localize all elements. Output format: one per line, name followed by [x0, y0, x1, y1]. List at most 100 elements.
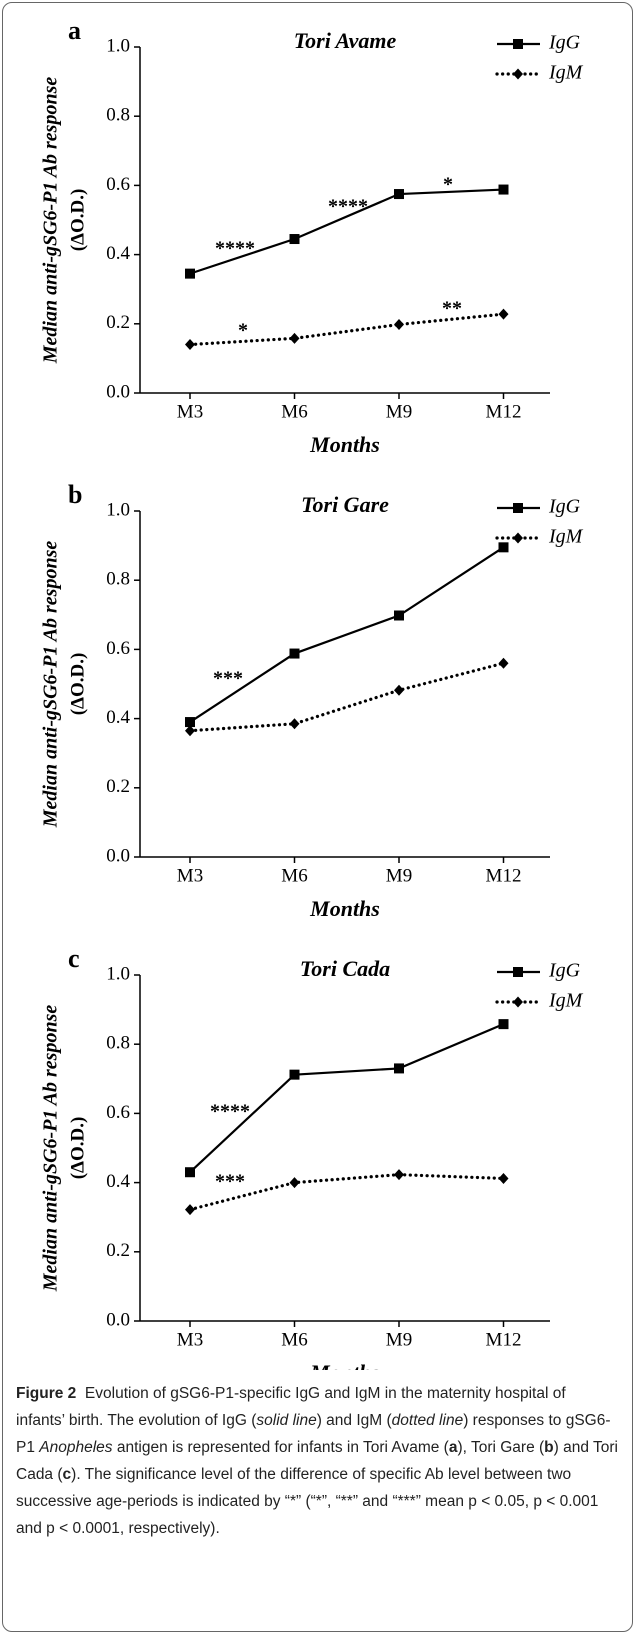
y-tick-label: 0.8: [106, 569, 130, 590]
marker: [185, 717, 195, 728]
series-line: [189, 188, 504, 275]
legend-marker: [513, 68, 523, 80]
marker: [394, 610, 404, 621]
y-tick-label: 0.0: [106, 845, 130, 866]
marker: [185, 268, 195, 279]
y-axis-label: Median anti-gSG6-P1 Ab response: [40, 541, 62, 829]
y-tick-label: 0.0: [106, 381, 130, 402]
caption-text: antigen is represented for infants in To…: [112, 1439, 449, 1456]
marker: [289, 718, 300, 730]
series-line: [188, 661, 506, 733]
series-line: [188, 312, 506, 347]
legend-label: IgG: [548, 960, 581, 982]
marker: [289, 332, 300, 344]
marker: [498, 657, 509, 669]
marker: [185, 1167, 195, 1178]
legend-marker: [513, 39, 523, 49]
y-tick-label: 0.4: [106, 1171, 130, 1192]
y-tick-label: 0.2: [106, 312, 130, 333]
legend-marker: [513, 503, 523, 513]
x-axis-label: Months: [309, 896, 380, 921]
y-tick-label: 0.4: [106, 707, 130, 728]
y-tick-label: 1.0: [106, 963, 130, 984]
y-tick-label: 0.4: [106, 243, 130, 264]
chart-title: Tori Cada: [300, 956, 390, 981]
significance-annotation: ****: [328, 196, 368, 218]
x-tick-label: M12: [486, 1329, 522, 1350]
y-axis-label: Median anti-gSG6-P1 Ab response: [40, 77, 62, 365]
caption-text: b: [544, 1439, 554, 1456]
significance-annotation: ***: [213, 668, 243, 690]
x-tick-label: M3: [177, 865, 203, 886]
x-tick-label: M12: [486, 401, 522, 422]
caption-text: ) and IgM (: [316, 1412, 392, 1429]
marker: [498, 1172, 509, 1184]
x-tick-label: M12: [486, 865, 522, 886]
x-tick-label: M6: [281, 865, 307, 886]
significance-annotation: **: [442, 298, 462, 320]
x-axis-label: Months: [309, 432, 380, 457]
caption-text: ) and Tori Cada (: [16, 1439, 618, 1483]
legend-label: IgM: [548, 526, 584, 548]
caption-text: solid line: [256, 1412, 317, 1429]
legend-label: IgM: [548, 990, 584, 1012]
x-tick-label: M9: [386, 865, 412, 886]
legend-marker: [513, 967, 523, 977]
marker: [394, 1169, 404, 1181]
x-tick-label: M3: [177, 1329, 203, 1350]
significance-annotation: *: [238, 320, 248, 342]
y-tick-label: 0.0: [106, 1309, 130, 1330]
marker: [498, 1019, 509, 1030]
x-tick-label: M9: [386, 401, 412, 422]
chart-title: Tori Avame: [294, 28, 397, 53]
y-axis-label: (ΔO.D.): [67, 189, 88, 252]
marker: [289, 1177, 300, 1189]
series-line: [189, 546, 505, 723]
marker: [289, 234, 300, 245]
legend-marker: [513, 532, 523, 544]
y-tick-label: 0.6: [106, 174, 130, 195]
panel-letter: b: [68, 480, 82, 509]
significance-annotation: ****: [215, 238, 255, 260]
chart-title: Tori Gare: [301, 492, 389, 517]
y-tick-label: 0.2: [106, 1240, 130, 1261]
marker: [185, 339, 195, 351]
marker: [498, 184, 509, 195]
y-tick-label: 1.0: [106, 499, 130, 520]
caption-text: ). The significance level of the differe…: [16, 1466, 599, 1537]
x-tick-label: M6: [281, 1329, 307, 1350]
significance-annotation: *: [443, 174, 453, 196]
legend-label: IgG: [548, 32, 581, 54]
marker: [185, 725, 195, 737]
legend-label: IgG: [548, 496, 581, 518]
panel-letter: c: [68, 944, 80, 973]
caption-text: c: [62, 1466, 72, 1483]
marker: [289, 1069, 300, 1080]
x-axis-label: Months: [309, 1360, 380, 1370]
legend-marker: [513, 996, 523, 1008]
marker: [185, 1204, 195, 1216]
caption-text: ), Tori Gare (: [457, 1439, 545, 1456]
x-tick-label: M9: [386, 1329, 412, 1350]
y-tick-label: 0.2: [106, 776, 130, 797]
x-tick-label: M6: [281, 401, 307, 422]
caption-text: ) responses to gSG6-P1: [16, 1412, 611, 1456]
y-axis-label: (ΔO.D.): [67, 1117, 88, 1180]
caption-text: dotted line: [391, 1412, 464, 1429]
y-tick-label: 0.8: [106, 1033, 130, 1054]
marker: [498, 308, 509, 320]
caption-text: Evolution of gSG6-P1-specific IgG and Ig…: [16, 1385, 566, 1429]
y-axis-label: Median anti-gSG6-P1 Ab response: [40, 1005, 62, 1293]
legend-label: IgM: [548, 62, 584, 84]
marker: [394, 189, 404, 200]
significance-annotation: ****: [210, 1101, 250, 1123]
caption-text: a: [448, 1439, 458, 1456]
y-axis-label: (ΔO.D.): [67, 653, 88, 716]
marker: [498, 542, 509, 553]
caption: Figure 2 Evolution of gSG6-P1-specific I…: [16, 1380, 618, 1542]
x-tick-label: M3: [177, 401, 203, 422]
significance-annotation: ***: [215, 1171, 245, 1193]
marker: [289, 648, 300, 659]
